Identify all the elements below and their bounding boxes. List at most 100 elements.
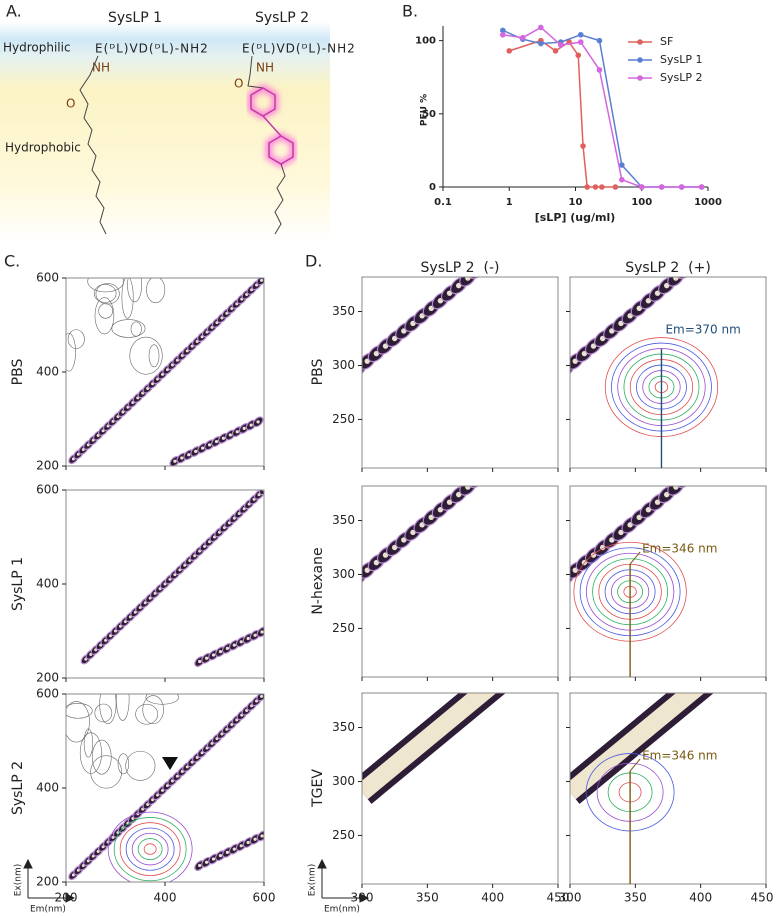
- peak-core: [673, 486, 679, 490]
- x-tick-label: 400: [154, 891, 177, 905]
- em-label: Em=346 nm: [642, 542, 717, 556]
- x-tick-label: 200: [55, 891, 78, 905]
- noise-contour: [130, 321, 142, 337]
- peak-core: [207, 443, 212, 447]
- noise-contour: [99, 694, 117, 725]
- amide-n: NH: [256, 61, 274, 75]
- panel-label: B.: [402, 2, 418, 21]
- point: [596, 67, 603, 73]
- peak-core: [260, 630, 264, 634]
- peak-core: [198, 863, 202, 868]
- point: [619, 176, 625, 183]
- y-tick-label: 0: [429, 182, 436, 193]
- y-tick-label: 400: [36, 781, 59, 795]
- x-tick-label: 10: [569, 197, 583, 208]
- peak-core: [346, 583, 351, 588]
- x-tick-label: 400: [481, 891, 504, 905]
- peak-core: [211, 857, 216, 861]
- peak-core: [259, 694, 264, 698]
- contour-plot: [346, 277, 486, 379]
- contour-plot: [546, 277, 719, 437]
- point: [612, 184, 619, 190]
- contour-plot: [66, 278, 264, 466]
- y-tick-label: 600: [36, 687, 59, 701]
- scatter-band: [362, 693, 497, 800]
- peak-core: [691, 469, 696, 474]
- leader: [629, 758, 641, 772]
- noise-contour: [83, 728, 93, 758]
- region-label: Hydrophilic: [3, 41, 71, 55]
- x-tick-label: 300: [559, 891, 582, 905]
- peak-core: [465, 486, 471, 490]
- legend-marker: [637, 57, 643, 63]
- biphenyl: [247, 55, 297, 235]
- scatter-peak: [546, 365, 568, 387]
- x-tick-label: 1000: [694, 197, 722, 208]
- point: [519, 34, 526, 41]
- plot-frame: [361, 692, 559, 885]
- peak-core: [242, 426, 246, 431]
- y-tick-label: 250: [332, 828, 355, 842]
- point: [580, 143, 586, 149]
- peak-core: [218, 854, 223, 858]
- y-tick-label: 200: [36, 671, 59, 685]
- noise-contour: [116, 694, 130, 721]
- legend-label: SF: [660, 35, 673, 48]
- point: [558, 42, 564, 48]
- peak-core: [204, 656, 209, 660]
- series-line: [509, 39, 616, 188]
- peak-core: [214, 439, 219, 444]
- x-tick-label: 1: [506, 197, 513, 208]
- peak-core: [235, 430, 239, 434]
- scatter-peak: [258, 490, 264, 496]
- peak-core: [201, 446, 205, 450]
- point: [506, 48, 513, 54]
- noise-contour: [94, 297, 115, 335]
- peak-core: [232, 847, 236, 851]
- peak-core: [355, 366, 360, 371]
- peak-core: [218, 650, 223, 654]
- lipid-chain: [79, 55, 107, 235]
- axis-title: Em(nm): [324, 905, 360, 915]
- peak-core: [246, 840, 250, 845]
- emission-contour: [137, 838, 163, 861]
- panel-label: C.: [4, 252, 20, 271]
- amide-o: O: [234, 77, 243, 91]
- point: [584, 184, 590, 190]
- noise-contour: [117, 753, 130, 775]
- peak-core: [554, 374, 559, 379]
- contour-plot: [570, 693, 714, 832]
- row-label: N-hexane: [310, 547, 326, 614]
- axis-title: Em(nm): [30, 905, 66, 915]
- x-tick-label: 100: [631, 197, 652, 208]
- contour-plot: [80, 490, 264, 667]
- scatter-band: [570, 693, 705, 800]
- peak-core: [173, 459, 177, 463]
- peak-core: [198, 659, 202, 664]
- peak-core: [211, 653, 216, 657]
- panel-label: D.: [305, 252, 322, 271]
- emission-contour: [107, 811, 193, 882]
- amide-o: O: [66, 97, 75, 111]
- scatter-peak: [475, 461, 497, 483]
- legend-label: SysLP 2: [660, 71, 702, 84]
- peak-core: [346, 374, 351, 379]
- region-label: Hydrophobic: [5, 141, 81, 155]
- axis-arrows: [23, 858, 370, 903]
- peptide: E(ᴰL)VD(ᴰL)-NH2: [95, 42, 209, 56]
- point: [575, 52, 582, 59]
- point: [552, 48, 559, 54]
- noise-contour: [127, 278, 142, 303]
- y-axis-title: PFU %: [420, 94, 430, 126]
- peak-core: [256, 420, 260, 424]
- scatter-peak: [546, 574, 568, 596]
- y-tick-label: 300: [332, 358, 355, 372]
- noise-contour: [129, 336, 163, 375]
- noise-contour: [66, 332, 76, 372]
- legend-label: SysLP 1: [660, 53, 702, 66]
- point: [596, 37, 603, 44]
- noise-contour: [111, 319, 146, 338]
- x-tick-label: 450: [547, 891, 570, 905]
- noise-contour: [93, 284, 117, 303]
